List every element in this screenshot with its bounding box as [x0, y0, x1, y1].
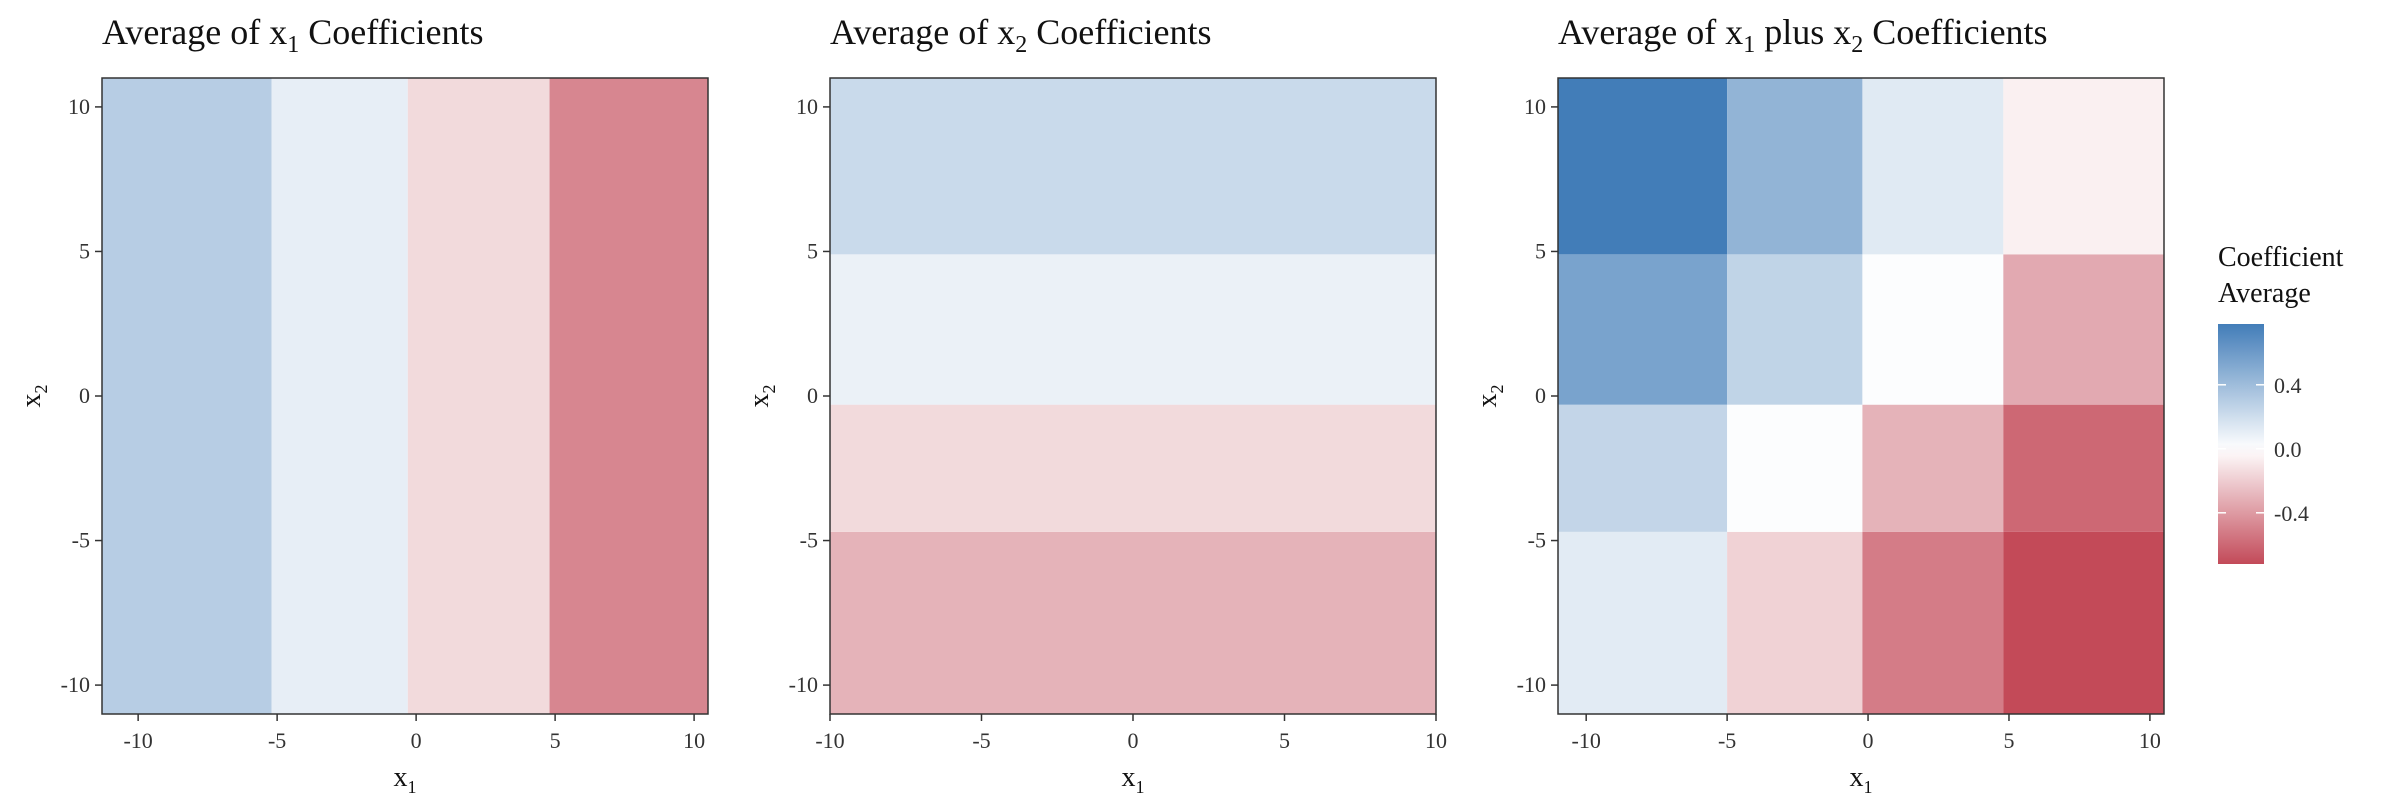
x-tick-label: 10	[2139, 728, 2161, 753]
heatmap-tile	[102, 78, 272, 714]
legend: Coefficient Average 0.4 0.0 -0.4	[2218, 242, 2344, 564]
x-tick-label: -10	[123, 728, 152, 753]
heatmap-tile	[830, 531, 1436, 714]
heatmap-tile	[2003, 404, 2164, 532]
heatmap-tile	[830, 78, 1436, 255]
heatmap-tile	[830, 254, 1436, 405]
x-tick-label: 5	[550, 728, 561, 753]
x-axis-title: x1	[1850, 762, 1873, 797]
y-tick-label: -10	[1517, 672, 1546, 697]
y-tick-label: -5	[1528, 528, 1546, 553]
x-tick-label: -10	[1572, 728, 1601, 753]
y-axis-title: x2	[16, 385, 51, 408]
y-axis-title: x2	[1472, 385, 1507, 408]
x-axis-title: x1	[1122, 762, 1145, 797]
heatmap-tile	[549, 78, 708, 714]
heatmap-panel-2: -10 -5 0 5 10 -10 -5 0 5 10 x1 x2 Average of x2 Coef…	[744, 12, 1447, 797]
heatmap-tile	[2003, 531, 2164, 714]
heatmap-tile	[1558, 404, 1728, 532]
x-tick-label: 0	[1128, 728, 1139, 753]
heatmap-tile	[1558, 254, 1728, 405]
heatmap-tile	[1558, 78, 1728, 255]
heatmap-tile	[1862, 404, 2004, 532]
x-tick-label: 10	[1425, 728, 1447, 753]
colorbar-label: 0.4	[2274, 373, 2302, 398]
y-tick-label: -5	[800, 528, 818, 553]
panel-title: Average of x1 plus x2 Coefficients	[1558, 12, 2048, 58]
colorbar-label: -0.4	[2274, 501, 2309, 526]
heatmap-panel-3: -10 -5 0 5 10 -10 -5 0 5 10 x1 x2 Average of x1 plus…	[1472, 12, 2165, 797]
y-tick-label: 5	[807, 238, 818, 263]
legend-title-line1: Coefficient	[2218, 242, 2344, 273]
heatmap-tile	[1862, 254, 2004, 405]
y-tick-label: -10	[61, 672, 90, 697]
y-tick-label: 5	[79, 238, 90, 263]
x-tick-label: 5	[1279, 728, 1290, 753]
heatmap-tile	[1727, 404, 1863, 532]
y-tick-label: 10	[796, 94, 818, 119]
heatmap-tile	[271, 78, 408, 714]
heatmap-tile	[2003, 78, 2164, 255]
x-tick-label: -5	[1718, 728, 1736, 753]
y-tick-label: 0	[1535, 383, 1546, 408]
y-tick-label: -5	[72, 528, 90, 553]
heatmap-tile	[2003, 254, 2164, 405]
panel-title: Average of x1 Coefficients	[102, 12, 484, 58]
heatmap-panel-1: -10 -5 0 5 10 -10 -5 0 5 10 x1 x2 Average of x1 Coef…	[16, 12, 709, 797]
y-tick-label: 10	[68, 94, 90, 119]
y-axis-title: x2	[744, 385, 779, 408]
heatmap-tile	[1727, 531, 1863, 714]
tiles	[1558, 78, 2164, 714]
x-tick-label: 5	[2003, 728, 2014, 753]
heatmap-tile	[830, 404, 1436, 532]
x-tick-label: 0	[1863, 728, 1874, 753]
heatmap-tile	[1558, 531, 1728, 714]
x-tick-label: -5	[268, 728, 286, 753]
tiles	[102, 78, 708, 714]
x-tick-label: 0	[411, 728, 422, 753]
x-tick-label: 10	[683, 728, 705, 753]
y-tick-label: 0	[79, 383, 90, 408]
y-tick-label: 10	[1524, 94, 1546, 119]
legend-title-line2: Average	[2218, 278, 2311, 309]
colorbar-label: 0.0	[2274, 437, 2302, 462]
y-tick-label: 5	[1535, 238, 1546, 263]
heatmap-tile	[1727, 254, 1863, 405]
tiles	[830, 78, 1436, 714]
x-tick-label: -10	[815, 728, 844, 753]
heatmap-tile	[1727, 78, 1863, 255]
x-axis-title: x1	[394, 762, 417, 797]
heatmap-tile	[407, 78, 550, 714]
x-tick-label: -5	[972, 728, 990, 753]
colorbar	[2218, 324, 2264, 564]
heatmap-tile	[1862, 531, 2004, 714]
heatmap-tile	[1862, 78, 2004, 255]
y-tick-label: 0	[807, 383, 818, 408]
y-tick-label: -10	[789, 672, 818, 697]
panel-title: Average of x2 Coefficients	[830, 12, 1212, 58]
